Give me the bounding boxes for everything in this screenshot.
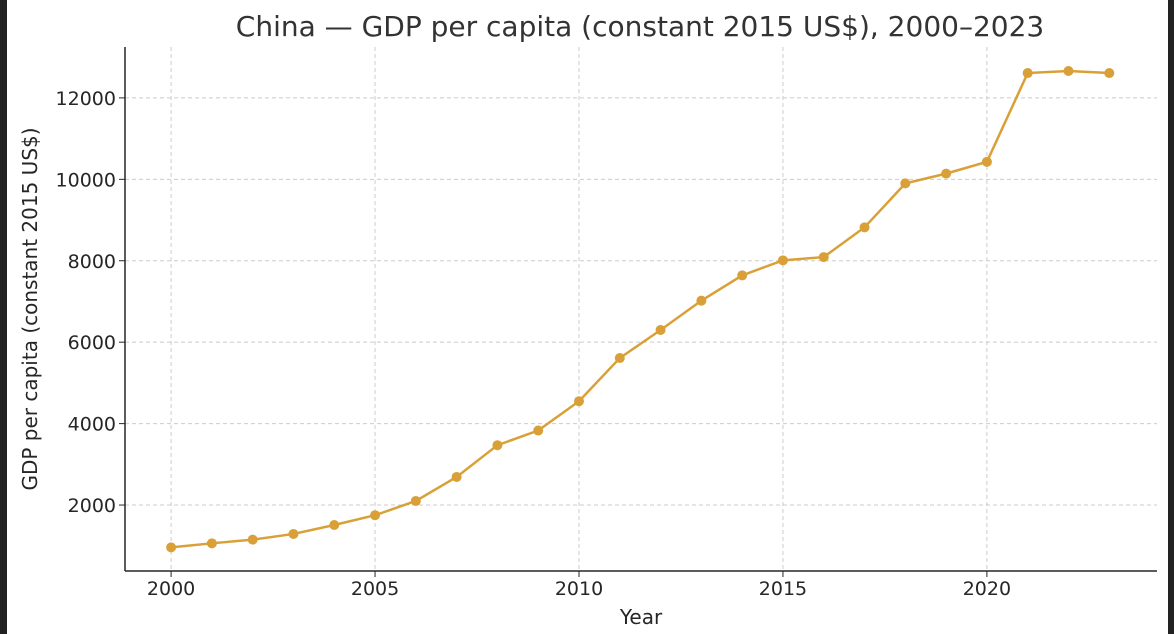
- grid: [125, 47, 1157, 571]
- y-tick-label: 4000: [68, 414, 116, 436]
- series-line: [170, 69, 1110, 549]
- x-tick-label: 2000: [147, 578, 195, 600]
- data-point: [614, 353, 625, 364]
- data-point: [1104, 68, 1115, 79]
- y-tick-label: 8000: [68, 251, 116, 273]
- data-point: [1063, 66, 1074, 77]
- data-point: [900, 178, 911, 189]
- y-tick-label: 2000: [68, 495, 116, 517]
- series: [166, 66, 1115, 553]
- x-tick-label: 2015: [759, 578, 807, 600]
- x-tick-label: 2010: [555, 578, 603, 600]
- x-tick-label: 2005: [351, 578, 399, 600]
- data-point: [533, 425, 544, 436]
- data-point: [655, 324, 666, 335]
- data-point: [696, 295, 707, 306]
- y-tick-label: 10000: [56, 169, 116, 191]
- data-point: [818, 252, 829, 263]
- data-point: [859, 222, 870, 233]
- data-point: [329, 519, 340, 530]
- data-point: [737, 270, 748, 281]
- data-point: [166, 542, 177, 553]
- data-point: [777, 255, 788, 266]
- data-point: [247, 534, 258, 545]
- data-point: [451, 471, 462, 482]
- chart-title: China — GDP per capita (constant 2015 US…: [236, 10, 1044, 43]
- data-point: [573, 396, 584, 407]
- data-point: [941, 168, 952, 179]
- data-point: [492, 440, 503, 451]
- data-point: [410, 495, 421, 506]
- data-point: [206, 538, 217, 549]
- axes: [124, 47, 1157, 572]
- data-point: [1022, 68, 1033, 79]
- y-tick-label: 6000: [68, 332, 116, 354]
- data-point: [981, 156, 992, 167]
- x-tick-label: 2020: [963, 578, 1011, 600]
- data-point: [370, 510, 381, 521]
- y-tick-label: 12000: [56, 88, 116, 110]
- x-axis-label: Year: [619, 605, 663, 629]
- data-point: [288, 528, 299, 539]
- chart-frame: [7, 0, 1168, 634]
- ticks: 2000 2005 2010 2015 2020 2000 4000 6000 8000 1000…: [56, 88, 1012, 600]
- y-axis-label: GDP per capita (constant 2015 US$): [18, 127, 42, 490]
